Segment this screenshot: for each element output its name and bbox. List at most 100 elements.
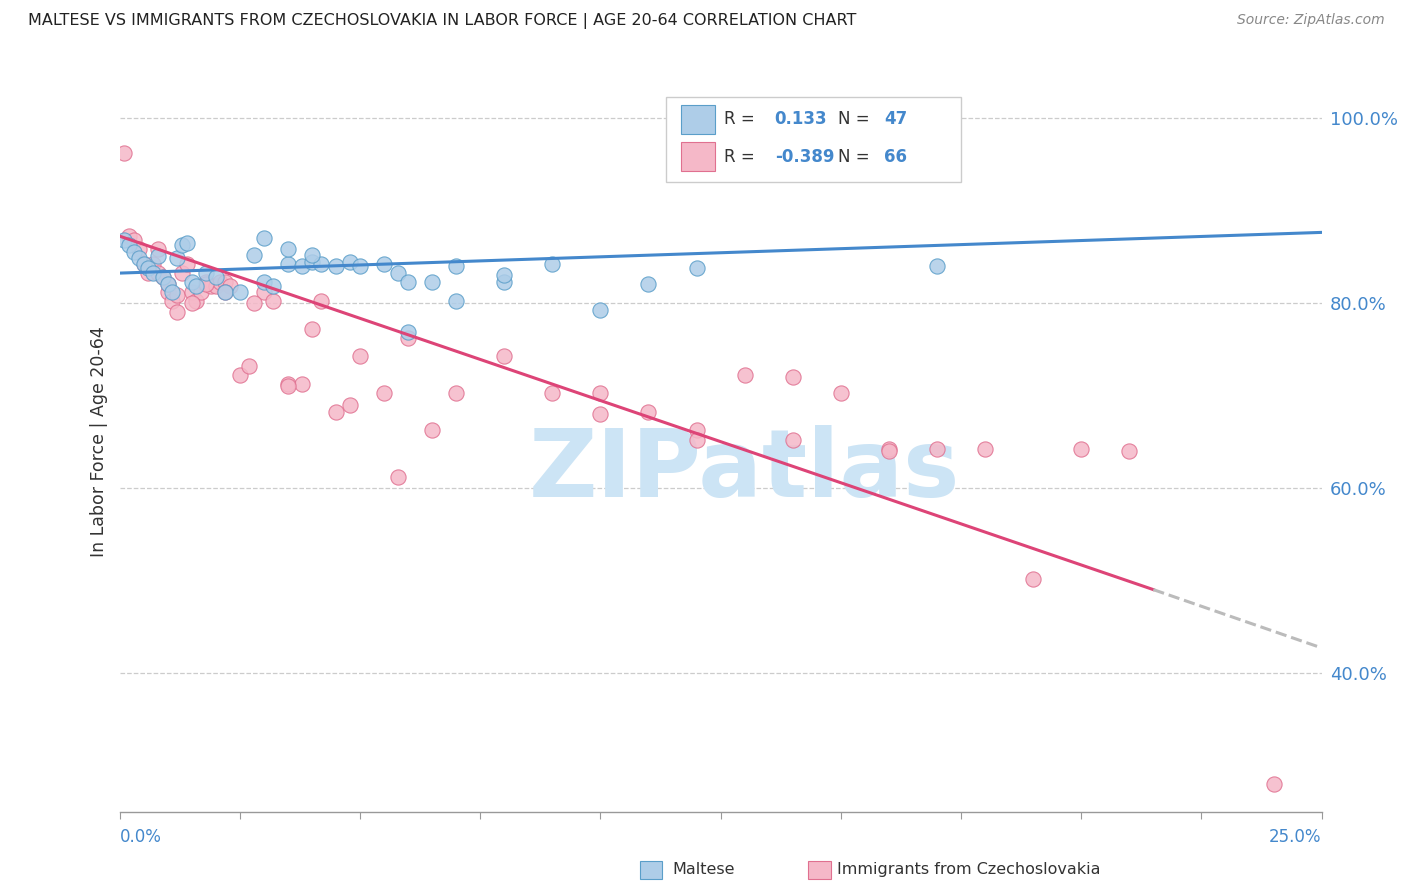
Point [277, 257, 299, 271]
Point [277, 379, 299, 393]
Point [1263, 777, 1285, 791]
Point [782, 369, 804, 384]
Point [396, 276, 419, 290]
Point [444, 386, 467, 401]
Point [685, 433, 707, 447]
Text: 25.0%: 25.0% [1270, 828, 1322, 846]
Point [589, 386, 612, 401]
Point [146, 266, 169, 280]
Point [204, 279, 226, 293]
Point [1070, 442, 1092, 456]
Point [214, 285, 236, 299]
Point [180, 295, 202, 310]
Point [238, 359, 260, 373]
Point [162, 285, 184, 299]
Point [262, 293, 284, 308]
Point [209, 276, 232, 290]
Point [253, 285, 276, 299]
Text: -0.389: -0.389 [775, 147, 834, 166]
Point [301, 321, 323, 335]
Point [325, 405, 347, 419]
Point [122, 244, 145, 259]
Point [1022, 572, 1045, 586]
Point [180, 276, 202, 290]
Point [186, 279, 208, 293]
Point [339, 255, 361, 269]
Point [541, 386, 564, 401]
Point [118, 238, 141, 252]
Point [373, 257, 395, 271]
Point [974, 442, 997, 456]
Point [243, 295, 266, 310]
Point [176, 257, 198, 271]
Point [146, 242, 169, 256]
Point [541, 257, 564, 271]
FancyBboxPatch shape [681, 143, 714, 170]
Point [685, 424, 707, 438]
Point [195, 266, 218, 280]
Point [166, 252, 188, 266]
Text: ZIPatlas: ZIPatlas [529, 425, 960, 517]
Point [253, 276, 276, 290]
Point [219, 279, 242, 293]
Point [142, 257, 165, 271]
Point [311, 293, 333, 308]
Point [262, 279, 284, 293]
Point [277, 377, 299, 392]
Point [830, 386, 852, 401]
Point [291, 259, 314, 273]
Point [152, 269, 174, 284]
Point [166, 288, 188, 302]
Point [387, 469, 409, 483]
Text: Source: ZipAtlas.com: Source: ZipAtlas.com [1237, 13, 1385, 28]
Point [311, 257, 333, 271]
Point [132, 257, 155, 271]
Point [166, 305, 188, 319]
Point [589, 407, 612, 421]
Point [112, 233, 135, 247]
Point [373, 386, 395, 401]
Point [339, 398, 361, 412]
Y-axis label: In Labor Force | Age 20-64: In Labor Force | Age 20-64 [90, 326, 108, 557]
Point [170, 266, 193, 280]
Point [128, 252, 150, 266]
Point [204, 269, 226, 284]
Point [152, 269, 174, 284]
Point [228, 368, 252, 382]
Text: 0.133: 0.133 [775, 111, 827, 128]
Point [200, 279, 222, 293]
Point [349, 259, 371, 273]
Point [494, 350, 516, 364]
Point [637, 277, 659, 292]
Point [494, 276, 516, 290]
Point [122, 233, 145, 247]
Point [685, 261, 707, 276]
Point [349, 350, 371, 364]
Point [877, 443, 900, 458]
Point [190, 285, 212, 299]
Point [444, 293, 467, 308]
Point [301, 255, 323, 269]
Point [118, 229, 141, 244]
Point [195, 276, 218, 290]
Point [637, 405, 659, 419]
Point [277, 242, 299, 256]
Point [291, 377, 314, 392]
Point [253, 231, 276, 245]
Point [734, 368, 756, 382]
Point [138, 266, 160, 280]
Text: N =: N = [838, 111, 876, 128]
Point [396, 326, 419, 340]
Point [214, 285, 236, 299]
Text: Immigrants from Czechoslovakia: Immigrants from Czechoslovakia [837, 863, 1099, 877]
Point [925, 442, 948, 456]
Point [128, 242, 150, 256]
Point [112, 145, 135, 160]
FancyBboxPatch shape [681, 105, 714, 134]
Text: Maltese: Maltese [672, 863, 734, 877]
Point [132, 257, 155, 271]
Point [162, 293, 184, 308]
Point [156, 277, 179, 292]
Text: 66: 66 [884, 147, 907, 166]
Point [156, 285, 179, 299]
